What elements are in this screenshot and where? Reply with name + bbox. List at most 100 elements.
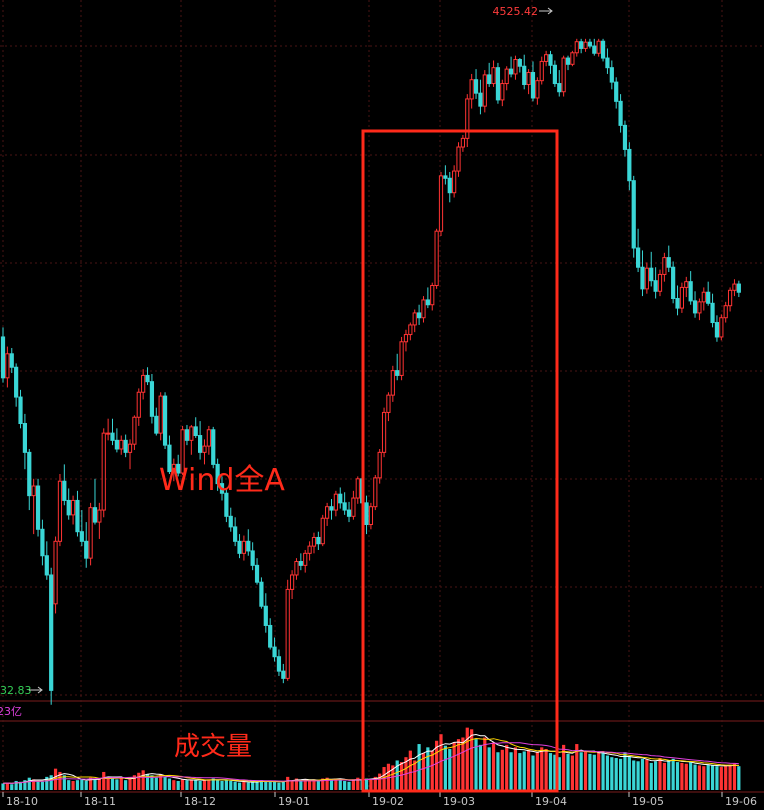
volume-bar-down bbox=[167, 778, 172, 790]
volume-bar-down bbox=[154, 777, 158, 790]
volume-bar-down bbox=[448, 748, 452, 790]
candle-body-down bbox=[609, 67, 614, 83]
volume-bar-up bbox=[378, 773, 382, 790]
candle-body-down bbox=[0, 336, 6, 379]
candle-body-up bbox=[31, 485, 36, 497]
candle-body-up bbox=[320, 517, 325, 545]
volume-bar-down bbox=[110, 778, 115, 790]
candle-body-up bbox=[399, 341, 404, 376]
volume-bar-down bbox=[627, 756, 631, 790]
low-marker-label: 32.83 bbox=[0, 684, 32, 697]
low-marker: 32.83 bbox=[0, 684, 43, 697]
candle-body-down bbox=[548, 54, 553, 66]
candle-body-up bbox=[500, 83, 505, 101]
candle-body-down bbox=[495, 67, 501, 101]
volume-bar-down bbox=[715, 766, 719, 790]
candle-body-down bbox=[425, 299, 430, 306]
candle-body-down bbox=[193, 426, 198, 437]
candle-body-down bbox=[27, 451, 32, 497]
candle-body-up bbox=[351, 497, 356, 517]
volume-bar-up bbox=[106, 776, 110, 790]
candle-body-down bbox=[714, 322, 720, 338]
volume-bar-down bbox=[176, 780, 180, 790]
volume-bar-down bbox=[693, 764, 697, 790]
candle-body-down bbox=[219, 483, 225, 494]
candle-body-up bbox=[311, 536, 317, 547]
candle-body-up bbox=[285, 588, 290, 679]
candle-body-up bbox=[53, 540, 58, 605]
candle-body-down bbox=[692, 300, 698, 314]
volume-bar-down bbox=[163, 776, 167, 790]
volume-bar-down bbox=[417, 744, 421, 790]
volume-bar-down bbox=[246, 782, 250, 790]
candle-body-down bbox=[110, 432, 115, 441]
candle-body-down bbox=[254, 564, 260, 583]
volume-bar-down bbox=[224, 780, 228, 790]
volume-bar-down bbox=[478, 744, 483, 790]
volume-bar-down bbox=[671, 758, 675, 790]
volume-bar-down bbox=[194, 780, 198, 790]
volume-bar-up bbox=[505, 744, 509, 790]
volume-bar-up bbox=[470, 729, 474, 790]
volume-bar-up bbox=[500, 749, 504, 790]
candle-body-up bbox=[333, 493, 338, 511]
candle-body-down bbox=[237, 540, 242, 554]
x-tick-label: 19-06 bbox=[725, 795, 757, 808]
candle-body-up bbox=[465, 98, 470, 139]
volume-bar-up bbox=[290, 780, 294, 790]
volume-bar-down bbox=[710, 765, 715, 790]
volume-bar-up bbox=[189, 779, 193, 790]
candle-body-up bbox=[202, 445, 207, 453]
volume-bar-up bbox=[439, 734, 443, 790]
volume-bar-up bbox=[391, 765, 395, 790]
volume-bar-up bbox=[421, 753, 426, 790]
candle-body-down bbox=[443, 175, 448, 179]
volume-bar-down bbox=[264, 781, 268, 790]
candle-body-down bbox=[149, 381, 155, 417]
volume-bar-down bbox=[509, 752, 513, 790]
candle-body-down bbox=[395, 370, 400, 376]
volume-bar-up bbox=[535, 752, 539, 790]
x-tick-label: 19-01 bbox=[278, 795, 310, 808]
candle-body-up bbox=[570, 52, 575, 65]
volume-bar-down bbox=[588, 753, 592, 790]
volume-bar-up bbox=[97, 778, 101, 790]
volume-bar-down bbox=[623, 752, 627, 790]
volume-bar-down bbox=[395, 760, 399, 790]
candle-body-up bbox=[491, 67, 496, 85]
volume-bar-down bbox=[251, 781, 255, 790]
candle-body-down bbox=[66, 499, 71, 516]
volume-bar-up bbox=[544, 748, 548, 790]
candle-body-up bbox=[189, 426, 194, 441]
candle-body-up bbox=[132, 416, 137, 445]
candle-body-up bbox=[408, 324, 413, 336]
volume-bar-up bbox=[680, 762, 684, 790]
volume-bar-down bbox=[329, 779, 334, 790]
volume-bar-up bbox=[325, 777, 329, 790]
volume-bar-up bbox=[294, 778, 299, 790]
volume-bar-down bbox=[233, 781, 237, 790]
candle-body-down bbox=[565, 57, 571, 65]
volume-bar-down bbox=[49, 775, 53, 790]
candle-body-up bbox=[539, 60, 544, 82]
candle-body-up bbox=[583, 41, 588, 49]
candle-body-down bbox=[600, 40, 606, 59]
volume-bar-down bbox=[272, 781, 277, 790]
candle-body-down bbox=[636, 247, 641, 268]
volume-bar-down bbox=[36, 780, 40, 790]
volume-bar-up bbox=[286, 776, 290, 790]
volume-bar-down bbox=[667, 760, 671, 790]
candle-body-down bbox=[522, 65, 527, 86]
candle-body-down bbox=[250, 550, 255, 566]
volume-bar-down bbox=[14, 780, 18, 790]
volume-bar-up bbox=[356, 777, 360, 790]
candle-body-down bbox=[736, 283, 741, 293]
candle-body-up bbox=[438, 175, 444, 232]
volume-bar-up bbox=[461, 737, 465, 790]
volume-bar-down bbox=[364, 778, 369, 790]
candle-body-down bbox=[579, 41, 584, 49]
volume-bar-down bbox=[557, 757, 561, 790]
candle-body-up bbox=[141, 374, 146, 393]
volume-ma-layer bbox=[2, 733, 739, 784]
candle-body-up bbox=[679, 286, 684, 309]
